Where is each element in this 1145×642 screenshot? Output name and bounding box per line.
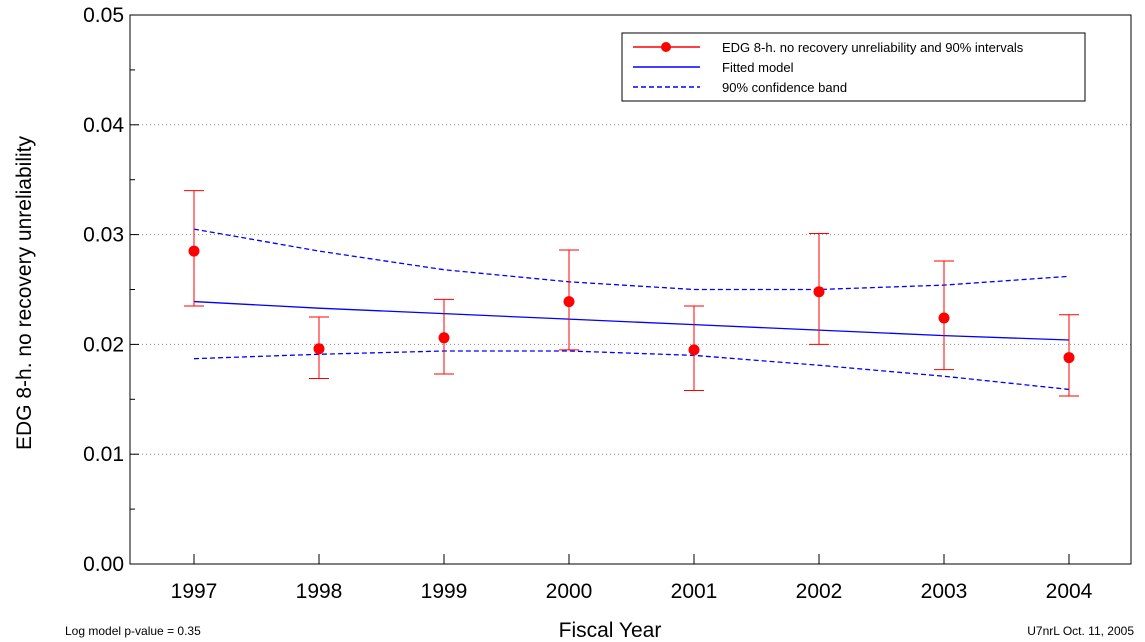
y-tick-label: 0.01 [83, 443, 124, 466]
confidence-band-lower [193, 350, 1070, 391]
x-tick-label: 1998 [296, 580, 343, 603]
x-tick-label: 1997 [171, 580, 218, 603]
data-point [1063, 352, 1075, 364]
date-stamp: U7nrL Oct. 11, 2005 [1027, 624, 1134, 638]
x-tick-label: 2003 [921, 580, 968, 603]
series-layer [184, 190, 1079, 397]
legend: EDG 8-h. no recovery unreliability and 9… [621, 32, 1086, 102]
legend-label-fitted: Fitted model [722, 60, 794, 75]
p-value-note: Log model p-value = 0.35 [65, 624, 201, 638]
data-point [313, 343, 325, 355]
y-tick-label: 0.03 [83, 224, 124, 247]
data-point [188, 245, 200, 257]
y-tick-label: 0.04 [83, 114, 124, 137]
data-point [938, 312, 950, 324]
x-tick-label: 1999 [421, 580, 468, 603]
y-tick-label: 0.02 [83, 333, 124, 356]
grid-lines [130, 124, 1131, 455]
data-point [563, 296, 575, 308]
confidence-band-upper [193, 228, 1070, 291]
y-tick-label: 0.05 [83, 4, 124, 27]
axis-ticks [130, 14, 1070, 565]
data-point [813, 286, 825, 298]
y-axis-title: EDG 8-h. no recovery unreliability [13, 136, 36, 450]
data-point [688, 344, 700, 356]
x-axis-tick-labels: 1997 1998 1999 2000 2001 2002 2003 2004 [171, 580, 1093, 603]
legend-label-observed: EDG 8-h. no recovery unreliability and 9… [722, 40, 1024, 55]
x-axis-title: Fiscal Year [559, 619, 662, 642]
x-tick-label: 2002 [796, 580, 843, 603]
fitted-model-line [193, 300, 1070, 341]
legend-marker-observed [661, 42, 671, 52]
y-axis-tick-labels: 0.00 0.01 0.02 0.03 0.04 0.05 [83, 4, 124, 576]
x-tick-label: 2004 [1046, 580, 1093, 603]
y-tick-label: 0.00 [83, 553, 124, 576]
data-point [438, 332, 450, 344]
x-tick-label: 2000 [546, 580, 593, 603]
legend-label-band: 90% confidence band [722, 80, 847, 95]
x-tick-label: 2001 [671, 580, 718, 603]
